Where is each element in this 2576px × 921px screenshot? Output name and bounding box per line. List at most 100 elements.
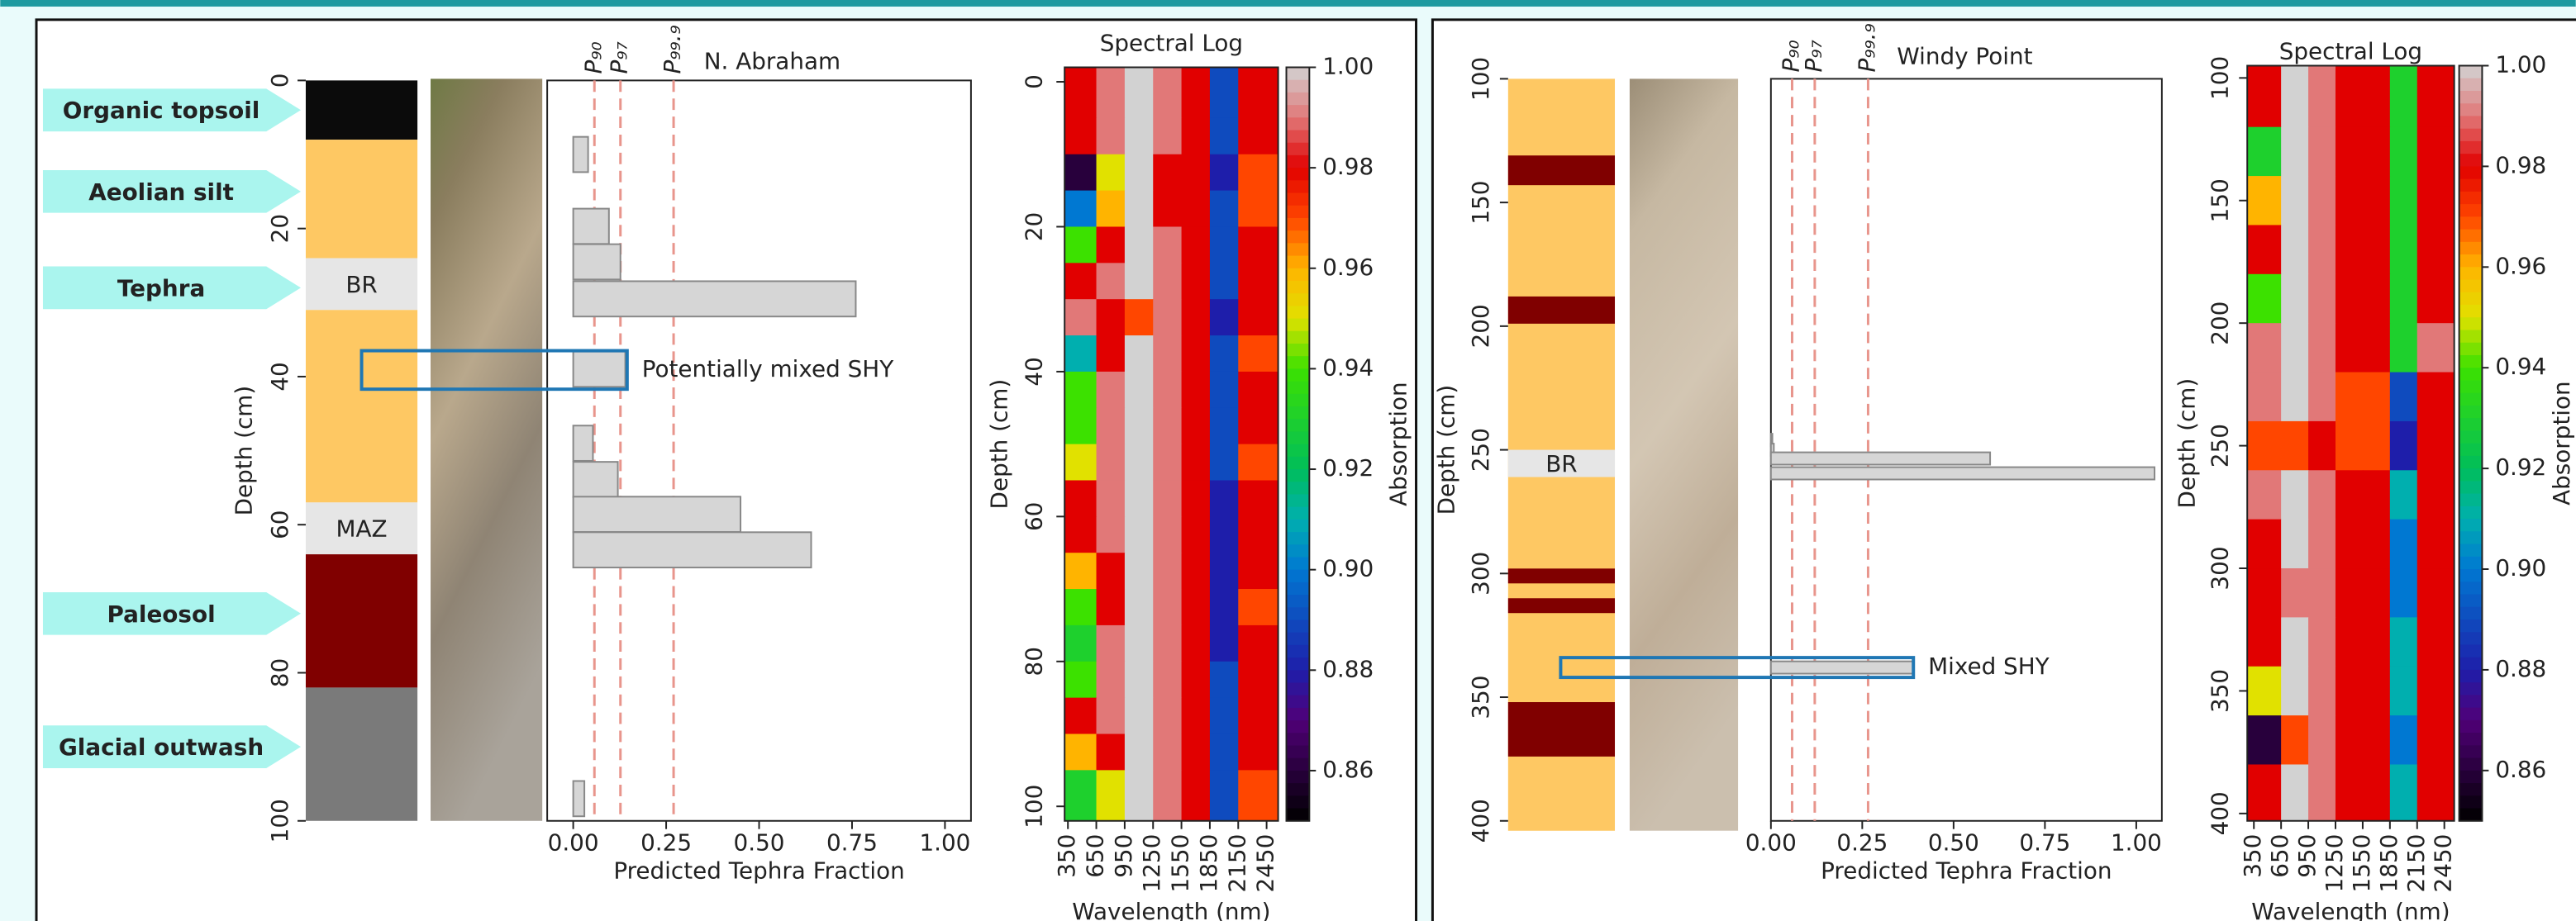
heat-cell — [2281, 667, 2309, 716]
heat-cell — [2247, 176, 2282, 226]
heat-cell — [2247, 617, 2282, 667]
heat-cell — [1064, 372, 1097, 408]
x-tick-label: 0.50 — [1928, 829, 1979, 857]
x-axis-label: Predicted Tephra Fraction — [1821, 857, 2112, 884]
heat-cell — [1153, 770, 1182, 821]
colorbar-slice — [2459, 557, 2483, 570]
colorbar-slice — [2459, 406, 2483, 419]
threshold-label: P₉₇ — [1800, 40, 1827, 72]
heat-cell — [1182, 480, 1211, 516]
y-tick-label: 80 — [1020, 647, 1047, 676]
colorbar-slice — [1287, 143, 1310, 156]
y-axis-label: Depth (cm) — [986, 379, 1013, 510]
heat-cell — [2247, 323, 2282, 373]
heat-cell — [2417, 225, 2455, 274]
layer — [306, 310, 417, 502]
heat-cell — [1153, 226, 1182, 263]
colorbar-slice — [1287, 206, 1310, 219]
heat-cell — [1210, 226, 1239, 263]
colorbar-slice — [2459, 783, 2483, 796]
heat-cell — [1238, 372, 1278, 408]
colorbar-slice — [2459, 594, 2483, 607]
colorbar-slice — [2459, 494, 2483, 507]
colorbar-slice — [2459, 620, 2483, 633]
colorbar-slice — [2459, 695, 2483, 708]
colorbar-slice — [1287, 809, 1310, 822]
y-tick-label: 60 — [1020, 502, 1047, 531]
heat-cell — [2336, 225, 2364, 274]
colorbar-slice — [2459, 179, 2483, 192]
heat-cell — [1153, 444, 1182, 481]
colorbar-slice — [2459, 267, 2483, 280]
colorbar-slice — [2459, 644, 2483, 658]
y-tick-label: 250 — [1467, 428, 1494, 472]
colorbar-slice — [2459, 795, 2483, 809]
heat-cell — [1064, 263, 1097, 299]
colorbar-slice — [1287, 771, 1310, 784]
heat-cell — [1210, 444, 1239, 481]
colorbar-slice — [1287, 230, 1310, 244]
colorbar-tick-label: 0.90 — [1322, 555, 1374, 582]
colorbar-slice — [2459, 506, 2483, 520]
heat-cell — [1064, 589, 1097, 625]
heat-cell — [1125, 118, 1154, 154]
colorbar-slice — [1287, 469, 1310, 482]
heat-cell — [2247, 667, 2282, 716]
heat-cell — [1125, 67, 1154, 118]
colorbar-slice — [2459, 216, 2483, 230]
colorbar-slice — [2459, 758, 2483, 771]
heat-cell — [2247, 470, 2282, 520]
x-tick-label: 650 — [1082, 834, 1109, 878]
heat-cell — [1210, 553, 1239, 589]
x-tick-label: 2150 — [1223, 834, 1250, 893]
heat-cell — [1182, 589, 1211, 625]
colorbar-slice — [1287, 67, 1310, 80]
heat-cell — [1064, 67, 1097, 118]
heat-cell — [2417, 568, 2455, 618]
heat-cell — [1064, 625, 1097, 662]
heat-cell — [1238, 191, 1278, 227]
heat-cell — [1238, 770, 1278, 821]
heat-cell — [1210, 625, 1239, 662]
heat-cell — [1182, 516, 1211, 553]
heat-cell — [1210, 589, 1239, 625]
heat-cell — [2390, 568, 2418, 618]
colorbar-tick-label: 1.00 — [2495, 51, 2546, 78]
heat-cell — [1125, 480, 1154, 516]
y-tick-label: 300 — [1467, 552, 1494, 596]
colorbar-slice — [2459, 355, 2483, 368]
colorbar-slice — [2459, 632, 2483, 645]
heat-cell — [2281, 520, 2309, 569]
colorbar-slice — [1287, 131, 1310, 144]
chart-title: N. Abraham — [704, 48, 840, 75]
layer-label: BR — [345, 271, 377, 298]
bar — [574, 137, 588, 173]
unit-label: Aeolian silt — [88, 178, 234, 206]
heat-cell — [2281, 225, 2309, 274]
y-tick-label: 100 — [1020, 785, 1047, 828]
colorbar-slice — [1287, 406, 1310, 420]
heat-cell — [1064, 408, 1097, 444]
y-tick-label: 200 — [2206, 301, 2233, 345]
heat-cell — [2390, 323, 2418, 373]
colorbar-slice — [2459, 204, 2483, 217]
heat-cell — [2390, 225, 2418, 274]
y-tick-label: 250 — [2206, 424, 2233, 468]
heat-cell — [1064, 553, 1097, 589]
colorbar-slice — [2459, 658, 2483, 671]
heat-cell — [1064, 191, 1097, 227]
colorbar-slice — [1287, 105, 1310, 118]
heat-cell — [2336, 667, 2364, 716]
heat-cell — [2308, 568, 2336, 618]
heat-cell — [2281, 323, 2309, 373]
heat-cell — [2247, 373, 2282, 422]
colorbar-slice — [1287, 306, 1310, 319]
heat-cell — [2417, 373, 2455, 422]
y-tick-label: 0 — [1020, 74, 1047, 89]
heat-cell — [1153, 118, 1182, 154]
colorbar-slice — [1287, 80, 1310, 93]
x-tick-label: 1550 — [2348, 834, 2375, 893]
heat-cell — [1097, 698, 1126, 734]
heat-cell — [1064, 335, 1097, 372]
colorbar-tick-label: 0.94 — [2495, 353, 2546, 380]
